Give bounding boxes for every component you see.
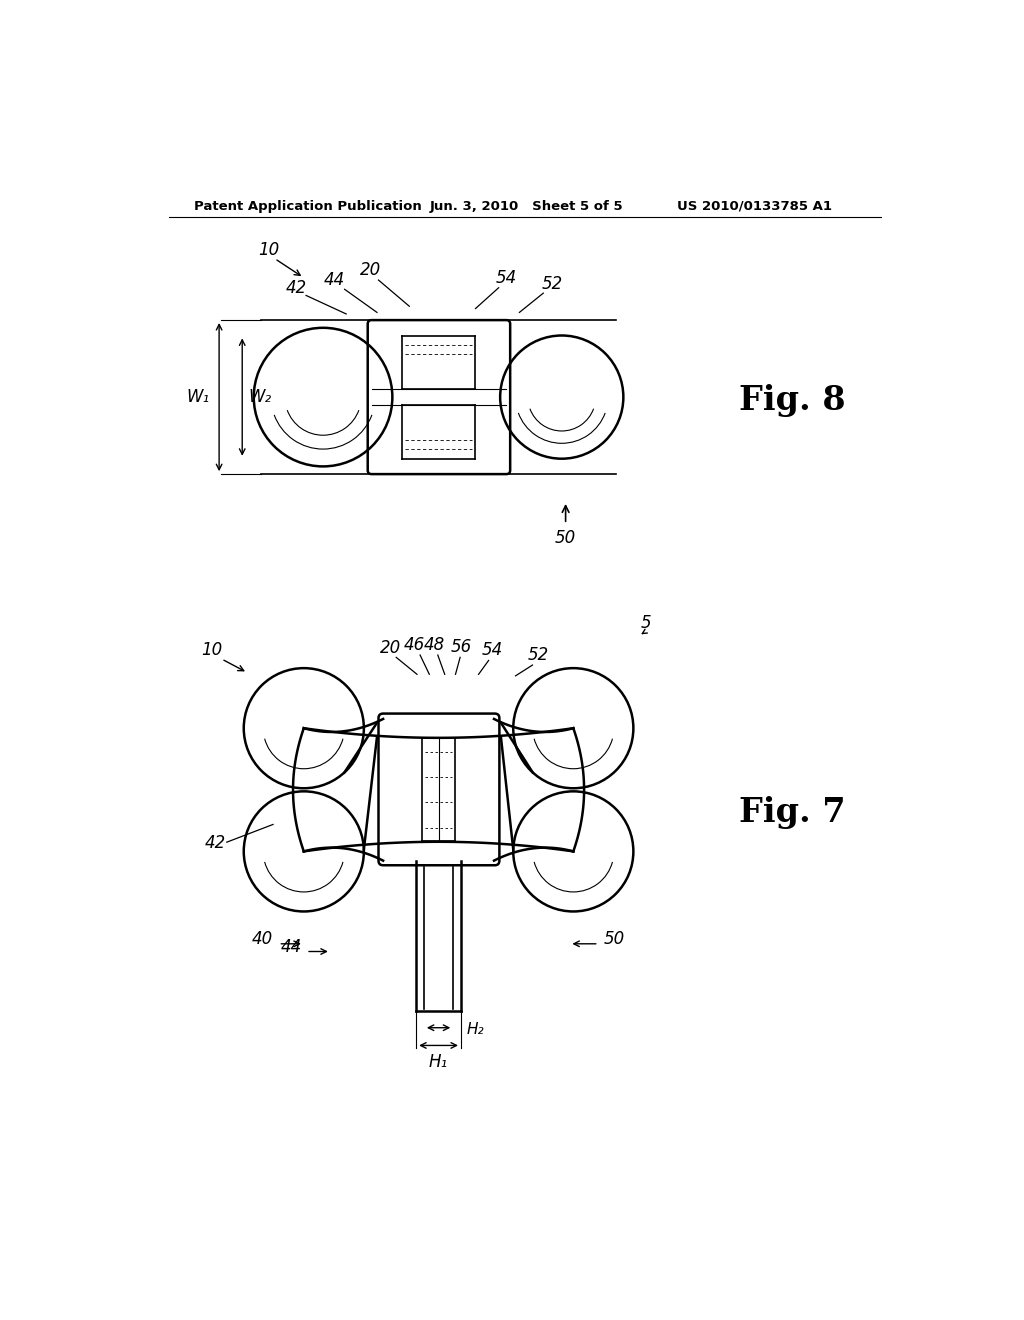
Text: 10: 10 — [258, 240, 280, 259]
Text: 44: 44 — [281, 937, 301, 956]
Text: 52: 52 — [528, 647, 549, 664]
Text: 52: 52 — [542, 276, 563, 293]
Text: 40: 40 — [252, 929, 273, 948]
Text: W₁: W₁ — [186, 388, 210, 407]
Text: 5: 5 — [641, 614, 651, 632]
Text: Fig. 7: Fig. 7 — [739, 796, 846, 829]
Text: Fig. 8: Fig. 8 — [739, 384, 846, 417]
Text: 46: 46 — [403, 636, 425, 653]
Text: 42: 42 — [205, 833, 226, 851]
Text: Jun. 3, 2010   Sheet 5 of 5: Jun. 3, 2010 Sheet 5 of 5 — [429, 199, 623, 213]
Text: US 2010/0133785 A1: US 2010/0133785 A1 — [677, 199, 833, 213]
Text: H₁: H₁ — [429, 1053, 449, 1072]
Text: 20: 20 — [360, 261, 381, 280]
Text: 48: 48 — [424, 636, 445, 653]
Text: H₂: H₂ — [467, 1022, 484, 1036]
Text: 50: 50 — [604, 929, 626, 948]
Text: 44: 44 — [324, 272, 345, 289]
Text: 54: 54 — [482, 642, 503, 659]
Text: 56: 56 — [451, 638, 472, 656]
Text: 10: 10 — [201, 642, 222, 659]
Text: Patent Application Publication: Patent Application Publication — [194, 199, 422, 213]
Text: 54: 54 — [496, 269, 517, 288]
Text: 50: 50 — [555, 529, 577, 546]
Text: 42: 42 — [286, 279, 307, 297]
Text: W₂: W₂ — [249, 388, 271, 407]
Text: 20: 20 — [380, 639, 401, 657]
